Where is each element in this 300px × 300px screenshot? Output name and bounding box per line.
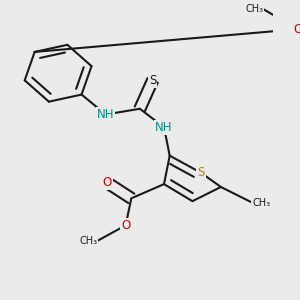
Text: O: O <box>121 219 130 232</box>
Text: O: O <box>293 23 300 36</box>
Text: O: O <box>103 176 112 189</box>
Text: S: S <box>149 74 156 87</box>
Text: NH: NH <box>97 108 115 121</box>
Text: CH₃: CH₃ <box>252 198 270 208</box>
Text: NH: NH <box>155 121 173 134</box>
Text: S: S <box>197 166 205 179</box>
Text: CH₃: CH₃ <box>79 236 97 246</box>
Text: CH₃: CH₃ <box>245 4 263 14</box>
